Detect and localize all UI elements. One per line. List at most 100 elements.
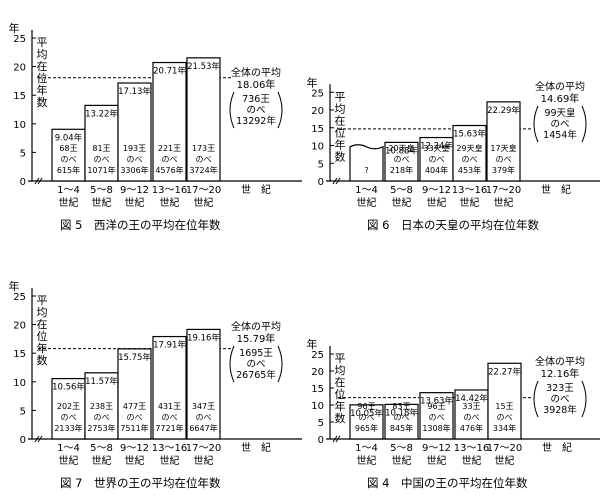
y-tick-label: 0 xyxy=(318,177,324,188)
bar-detail-text: 193王 xyxy=(123,144,146,153)
x-category-label: 世紀 xyxy=(194,196,214,209)
average-detail: 1454年 xyxy=(543,129,577,141)
x-category-label: 世紀 xyxy=(392,196,412,209)
average-detail: 13292年 xyxy=(236,115,276,127)
bar-detail-text: のべ xyxy=(196,413,212,422)
bar-detail-text: 96王 xyxy=(427,402,445,411)
bar-detail-text: のべ xyxy=(61,413,77,422)
x-category-label: 5～8 xyxy=(90,185,113,196)
y-tick-label: 0 xyxy=(20,435,26,446)
y-tick-label: 25 xyxy=(311,88,324,99)
x-category-label: 9～12 xyxy=(422,443,451,454)
y-tick-label: 10 xyxy=(311,142,324,153)
y-axis-title-char: 位 xyxy=(335,125,346,139)
chart-panel: 0510152025年平均在位年数全体の平均18.06年736王のべ13292年… xyxy=(9,21,303,232)
average-paren-left xyxy=(230,346,234,382)
y-axis-title-char: 年 xyxy=(37,83,48,97)
bar-detail-text: 17天皇 xyxy=(490,143,516,153)
bar-detail-text: 33天皇 xyxy=(423,143,449,153)
x-category-label: 世紀 xyxy=(462,454,482,467)
y-tick-label: 20 xyxy=(311,367,324,378)
y-tick-label: 0 xyxy=(318,435,324,446)
bar-detail-text: 3724年 xyxy=(189,165,217,175)
bar-value-label: 19.16年 xyxy=(187,332,220,343)
average-detail: 26765年 xyxy=(236,369,276,381)
x-category-label: 世紀 xyxy=(194,454,214,467)
bar-detail-text: 2753年 xyxy=(87,423,115,433)
bar-detail-text: 431王 xyxy=(158,402,181,411)
bar-detail-text: 965年 xyxy=(355,423,378,433)
y-axis-title-char: 年 xyxy=(335,399,346,413)
x-category-label: 世紀 xyxy=(494,196,514,209)
bar-detail-text: 615年 xyxy=(57,165,80,175)
x-category-label: 世紀 xyxy=(92,196,112,209)
y-tick-label: 10 xyxy=(311,401,324,412)
bar-detail-text: 476年 xyxy=(460,423,483,433)
figure-title: 図 5 西洋の王の平均在位年数 xyxy=(60,218,221,232)
y-tick-label: 15 xyxy=(311,384,324,395)
x-category-label: 1～4 xyxy=(355,185,378,196)
average-label: 全体の平均 xyxy=(231,320,281,333)
bar-detail-text: 96王 xyxy=(357,402,375,411)
y-unit-label: 年 xyxy=(307,75,318,89)
bar-detail-text: 15王 xyxy=(495,402,513,411)
y-unit-label: 年 xyxy=(9,21,20,35)
x-category-label: 世紀 xyxy=(59,454,79,467)
average-label: 全体の平均 xyxy=(535,355,585,368)
bar-detail-text: 1308年 xyxy=(422,423,450,433)
bar-value-label: 17.91年 xyxy=(153,340,186,351)
bar-detail-text: のべ xyxy=(162,413,178,422)
bar-detail-text: 2133年 xyxy=(54,423,82,433)
average-detail: のべ xyxy=(550,119,569,130)
average-paren-left xyxy=(534,381,538,417)
bar-detail-text: のべ xyxy=(464,413,480,422)
bar-detail-text: 1071年 xyxy=(87,165,115,175)
y-axis-title-char: 数 xyxy=(37,354,48,367)
y-axis-title-char: 位 xyxy=(37,329,48,343)
x-category-label: 世紀 xyxy=(357,454,377,467)
bar-detail-text: 29天皇 xyxy=(456,143,482,153)
y-tick-label: 20 xyxy=(13,321,26,332)
y-axis-title-char: 位 xyxy=(335,387,346,401)
bar-detail-text: 221王 xyxy=(158,144,181,153)
average-paren-left xyxy=(230,92,234,128)
bar-detail-text: のべ xyxy=(394,155,410,164)
chart-panel: 0510152025年平均在位年数全体の平均15.79年1695王のべ26765… xyxy=(9,279,303,490)
figure-title: 図 6 日本の天皇の平均在位年数 xyxy=(367,218,539,232)
average-paren-right xyxy=(582,106,586,142)
bar-detail-text: 173王 xyxy=(192,144,215,153)
x-category-label: 世紀 xyxy=(460,196,480,209)
x-extra-label: 世 紀 xyxy=(542,441,572,454)
bar-value-label: 22.29年 xyxy=(487,105,520,116)
average-paren-left xyxy=(534,106,538,142)
bar-detail-text: のべ xyxy=(462,155,478,164)
x-category-label: 世紀 xyxy=(495,454,515,467)
bar-detail-text: 477王 xyxy=(123,402,146,411)
x-category-label: 1～4 xyxy=(57,443,80,454)
y-tick-label: 0 xyxy=(20,177,26,188)
x-category-label: 9～12 xyxy=(422,185,451,196)
x-category-label: 世紀 xyxy=(92,454,112,467)
y-tick-label: 10 xyxy=(13,378,26,389)
bar-detail-text: 7511年 xyxy=(120,423,148,433)
y-tick-label: 15 xyxy=(13,349,26,360)
bar-value-label: 21.53年 xyxy=(187,61,220,72)
bar-value-label: 13.22年 xyxy=(85,108,118,119)
y-axis-title-char: 年 xyxy=(335,137,346,151)
bar-detail-text: のべ xyxy=(394,413,410,422)
bar xyxy=(350,145,383,181)
average-paren-right xyxy=(278,346,282,382)
y-tick-label: 25 xyxy=(13,34,26,45)
x-category-label: 世紀 xyxy=(59,196,79,209)
bar-value-label: 11.57年 xyxy=(85,376,118,387)
x-category-label: 世紀 xyxy=(125,196,145,209)
x-category-label: 17～20 xyxy=(486,185,521,196)
x-category-label: 17～20 xyxy=(186,443,221,454)
average-detail: のべ xyxy=(246,105,265,116)
bar-detail-text: 238王 xyxy=(90,402,113,411)
average-paren-right xyxy=(582,381,586,417)
x-extra-label: 世 紀 xyxy=(241,441,271,454)
bar-detail-text: のべ xyxy=(94,155,110,164)
average-label: 全体の平均 xyxy=(231,66,281,79)
